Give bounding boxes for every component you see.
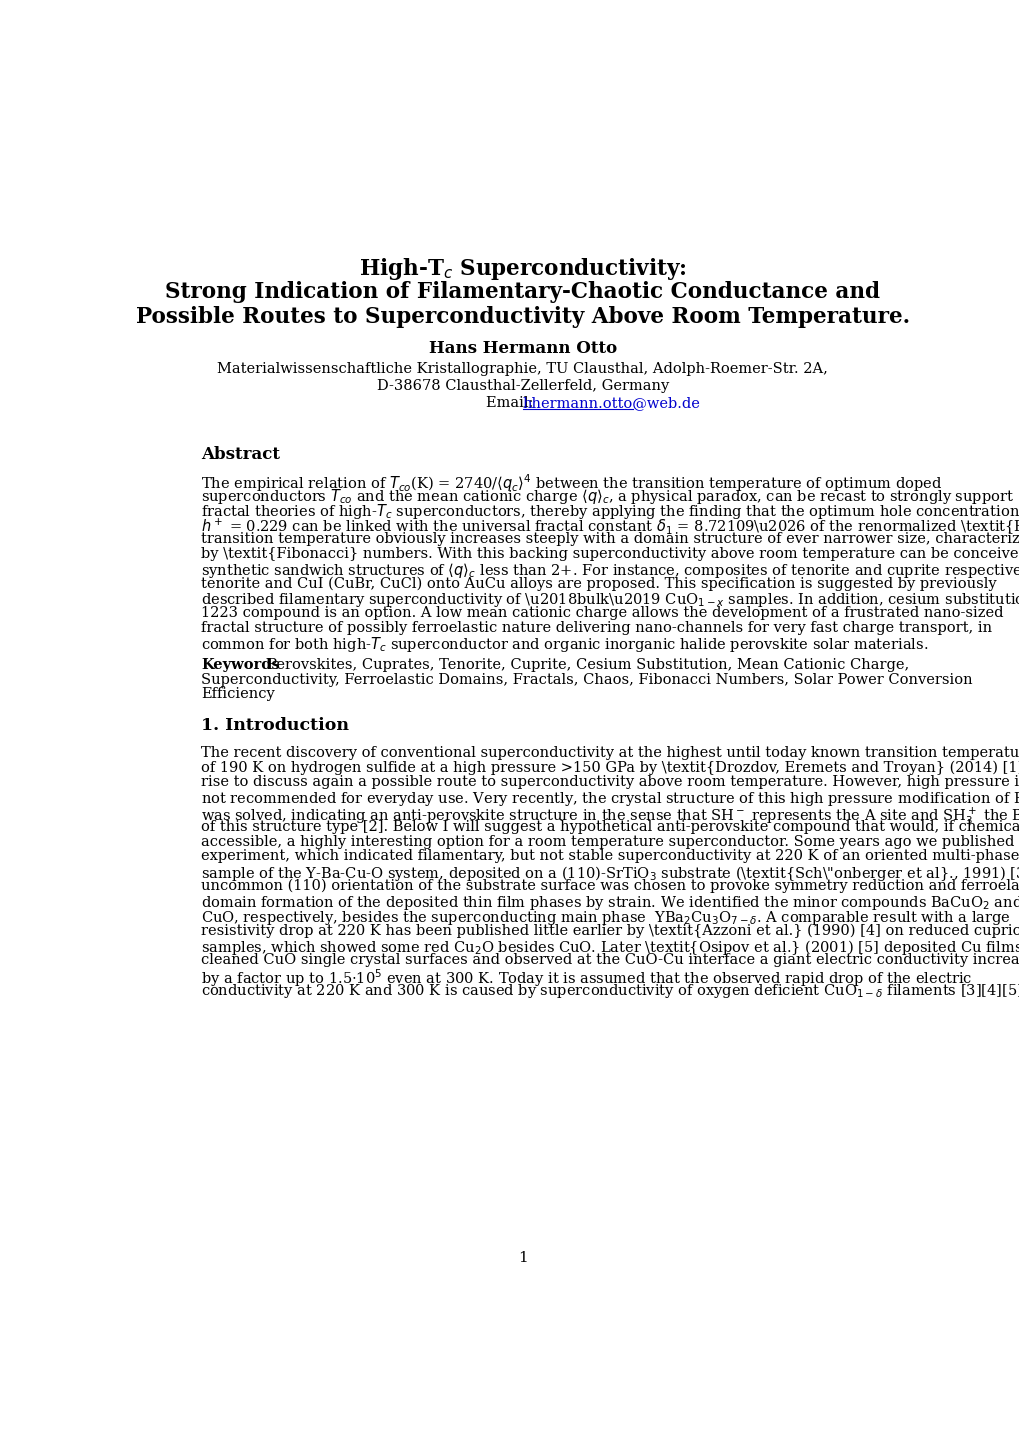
Text: of this structure type [2]. Below I will suggest a hypothetical anti-perovskite : of this structure type [2]. Below I will…: [201, 820, 1019, 834]
Text: Materialwissenschaftliche Kristallographie, TU Clausthal, Adolph-Roemer-Str. 2A,: Materialwissenschaftliche Kristallograph…: [217, 362, 827, 375]
Text: experiment, which indicated filamentary, but not stable superconductivity at 220: experiment, which indicated filamentary,…: [201, 850, 1019, 863]
Text: CuO, respectively, besides the superconducting main phase  YBa$_2$Cu$_3$O$_{7-\d: CuO, respectively, besides the supercond…: [201, 909, 1010, 926]
Text: Hans Hermann Otto: Hans Hermann Otto: [428, 341, 616, 358]
Text: described filamentary superconductivity of \u2018bulk\u2019 CuO$_{1-x}$ samples.: described filamentary superconductivity …: [201, 592, 1019, 609]
Text: Abstract: Abstract: [201, 446, 280, 463]
Text: cleaned CuO single crystal surfaces and observed at the CuO-Cu interface a giant: cleaned CuO single crystal surfaces and …: [201, 952, 1019, 967]
Text: Efficiency: Efficiency: [201, 687, 274, 701]
Text: rise to discuss again a possible route to superconductivity above room temperatu: rise to discuss again a possible route t…: [201, 775, 1019, 789]
Text: samples, which showed some red Cu$_2$O besides CuO. Later \textit{Osipov et al.}: samples, which showed some red Cu$_2$O b…: [201, 938, 1019, 957]
Text: uncommon (110) orientation of the substrate surface was chosen to provoke symmet: uncommon (110) orientation of the substr…: [201, 879, 1019, 893]
Text: resistivity drop at 220 K has been published little earlier by \textit{Azzoni et: resistivity drop at 220 K has been publi…: [201, 924, 1019, 938]
Text: transition temperature obviously increases steeply with a domain structure of ev: transition temperature obviously increas…: [201, 532, 1019, 545]
Text: High-T$_c$ Superconductivity:: High-T$_c$ Superconductivity:: [359, 257, 686, 283]
Text: Keywords: Keywords: [201, 658, 279, 672]
Text: hhermann.otto@web.de: hhermann.otto@web.de: [523, 395, 700, 410]
Text: fractal theories of high-$T_c$ superconductors, thereby applying the finding tha: fractal theories of high-$T_c$ supercond…: [201, 502, 1019, 521]
Text: by \textit{Fibonacci} numbers. With this backing superconductivity above room te: by \textit{Fibonacci} numbers. With this…: [201, 547, 1019, 561]
Text: not recommended for everyday use. Very recently, the crystal structure of this h: not recommended for everyday use. Very r…: [201, 791, 1019, 808]
Text: The empirical relation of $T_{co}$(K) = 2740/$\langle q_c\rangle^4$ between the : The empirical relation of $T_{co}$(K) = …: [201, 473, 942, 495]
Text: fractal structure of possibly ferroelastic nature delivering nano-channels for v: fractal structure of possibly ferroelast…: [201, 620, 991, 635]
Text: superconductors $T_{co}$ and the mean cationic charge $\langle q\rangle_c$, a ph: superconductors $T_{co}$ and the mean ca…: [201, 488, 1013, 506]
Text: The recent discovery of conventional superconductivity at the highest until toda: The recent discovery of conventional sup…: [201, 746, 1019, 760]
Text: Superconductivity, Ferroelastic Domains, Fractals, Chaos, Fibonacci Numbers, Sol: Superconductivity, Ferroelastic Domains,…: [201, 672, 972, 687]
Text: 1223 compound is an option. A low mean cationic charge allows the development of: 1223 compound is an option. A low mean c…: [201, 606, 1003, 619]
Text: domain formation of the deposited thin film phases by strain. We identified the : domain formation of the deposited thin f…: [201, 893, 1019, 912]
Text: of 190 K on hydrogen sulfide at a high pressure >150 GPa by \textit{Drozdov, Ere: of 190 K on hydrogen sulfide at a high p…: [201, 760, 1019, 775]
Text: 1. Introduction: 1. Introduction: [201, 717, 348, 733]
Text: accessible, a highly interesting option for a room temperature superconductor. S: accessible, a highly interesting option …: [201, 834, 1019, 848]
Text: synthetic sandwich structures of $\langle q\rangle_c$ less than 2+. For instance: synthetic sandwich structures of $\langl…: [201, 561, 1019, 580]
Text: conductivity at 220 K and 300 K is caused by superconductivity of oxygen deficie: conductivity at 220 K and 300 K is cause…: [201, 983, 1019, 1000]
Text: D-38678 Clausthal-Zellerfeld, Germany: D-38678 Clausthal-Zellerfeld, Germany: [376, 378, 668, 392]
Text: tenorite and CuI (CuBr, CuCl) onto AuCu alloys are proposed. This specification : tenorite and CuI (CuBr, CuCl) onto AuCu …: [201, 576, 996, 590]
Text: 1: 1: [518, 1251, 527, 1266]
Text: $h^+$ = 0.229 can be linked with the universal fractal constant $\delta_1$ = 8.7: $h^+$ = 0.229 can be linked with the uni…: [201, 517, 1019, 537]
Text: Perovskites, Cuprates, Tenorite, Cuprite, Cesium Substitution, Mean Cationic Cha: Perovskites, Cuprates, Tenorite, Cuprite…: [258, 658, 908, 672]
Text: Possible Routes to Superconductivity Above Room Temperature.: Possible Routes to Superconductivity Abo…: [136, 306, 909, 328]
Text: Strong Indication of Filamentary-Chaotic Conductance and: Strong Indication of Filamentary-Chaotic…: [165, 281, 879, 303]
Text: was solved, indicating an anti-perovskite structure in the sense that SH$^-$ rep: was solved, indicating an anti-perovskit…: [201, 805, 1019, 827]
Text: sample of the Y-Ba-Cu-O system, deposited on a (110)-SrTiO$_3$ substrate (\texti: sample of the Y-Ba-Cu-O system, deposite…: [201, 864, 1019, 883]
Text: Email:: Email:: [485, 395, 537, 410]
Text: common for both high-$T_c$ superconductor and organic inorganic halide perovskit: common for both high-$T_c$ superconducto…: [201, 635, 927, 654]
Text: by a factor up to 1.5$\cdot$10$^5$ even at 300 K. Today it is assumed that the o: by a factor up to 1.5$\cdot$10$^5$ even …: [201, 968, 971, 990]
